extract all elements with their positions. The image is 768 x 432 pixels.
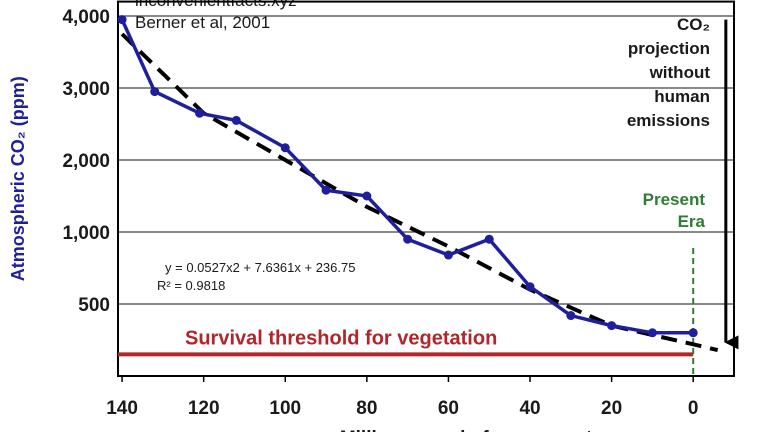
x-tick-label: 140: [106, 398, 138, 419]
projection-label: human: [654, 87, 710, 106]
projection-label: projection: [628, 39, 710, 58]
co2-point: [403, 234, 413, 244]
present-label: Era: [678, 212, 706, 231]
co2-point: [647, 328, 657, 338]
projection-label: CO₂: [677, 15, 710, 34]
threshold-label: Survival threshold for vegetation: [185, 327, 497, 349]
trend-line: [120, 32, 719, 353]
co2-point: [280, 143, 290, 153]
x-tick-label: 40: [519, 398, 540, 419]
projection-label: without: [649, 63, 711, 82]
present-label: Present: [643, 190, 706, 209]
co2-point: [150, 87, 160, 97]
co2-point: [321, 185, 331, 195]
co2-point: [195, 108, 205, 118]
co2-point: [443, 250, 453, 260]
co2-point: [525, 282, 535, 292]
source-citation: Berner et al, 2001: [135, 13, 270, 32]
y-tick-label: 500: [78, 295, 110, 316]
co2-point: [117, 15, 127, 25]
projection-label: emissions: [627, 111, 710, 130]
trend-r2: R² = 0.9818: [157, 278, 225, 293]
y-tick-label: 3,000: [62, 79, 110, 100]
co2-point: [607, 321, 617, 331]
y-axis-label: Atmospheric CO₂ (ppm): [8, 76, 28, 281]
trend-equation: y = 0.0527x2 + 7.6361x + 236.75: [165, 260, 355, 275]
co2-point: [566, 311, 576, 321]
y-tick-label: 2,000: [62, 151, 110, 172]
x-tick-label: 100: [269, 398, 301, 419]
x-axis-label: Million years before present: [340, 428, 593, 432]
source-url: inconvenientfacts.xyz: [135, 0, 297, 10]
x-tick-label: 120: [188, 398, 220, 419]
x-tick-label: 20: [601, 398, 622, 419]
co2-point: [688, 328, 698, 338]
x-tick-label: 80: [356, 398, 377, 419]
plot-frame: [117, 0, 735, 377]
co2-point: [484, 234, 494, 244]
co2-point: [362, 191, 372, 201]
co2-point: [231, 115, 241, 125]
y-tick-label: 4,000: [62, 7, 110, 28]
y-tick-label: 1,000: [62, 223, 110, 244]
x-tick-label: 60: [438, 398, 459, 419]
x-tick-label: 0: [688, 398, 699, 419]
